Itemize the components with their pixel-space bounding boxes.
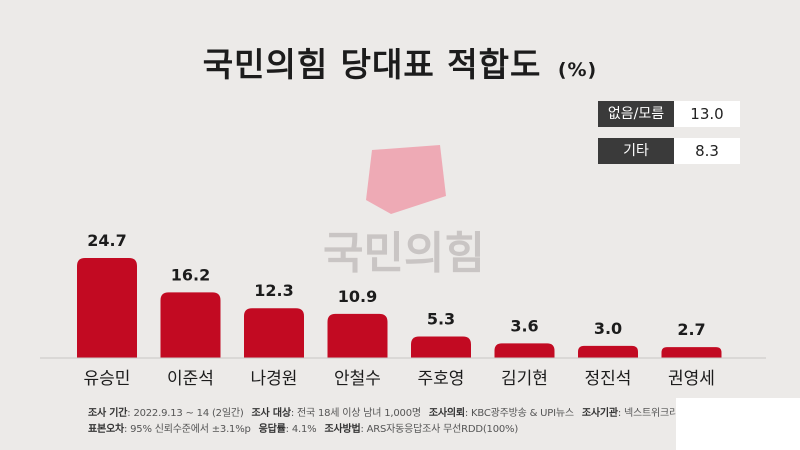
chart-title-unit: (%)	[557, 59, 598, 81]
footnote-value: : 넥스트위크리서	[617, 408, 688, 419]
category-label-8: 권영세	[668, 369, 715, 389]
footnote-label: 응답률	[258, 424, 286, 435]
bar-1	[77, 258, 137, 358]
legend-box-no-answer-value: 13.0	[674, 101, 740, 127]
value-label-4: 10.9	[338, 287, 377, 306]
corner-white-block	[676, 398, 800, 450]
category-label-1: 유승민	[84, 369, 131, 389]
category-label-3: 나경원	[251, 369, 298, 389]
footnote-line-1: 조사 기간: 2022.9.13 ~ 14 (2일간) 조사 대상: 전국 18세…	[88, 404, 687, 419]
footnote-label: 조사의뢰	[428, 408, 465, 419]
bar-5	[411, 336, 471, 358]
value-label-1: 24.7	[87, 231, 126, 250]
bar-4	[327, 313, 388, 358]
party-logo-square-icon	[366, 145, 446, 214]
bar-8	[661, 347, 722, 358]
footnote-label: 조사 기간	[88, 408, 128, 419]
footnote-value: : ARS자동응답조사 무선RDD(100%)	[360, 424, 519, 435]
legend-box-other: 기타 8.3	[598, 138, 740, 164]
bar-7	[578, 345, 638, 358]
legend-box-other-label: 기타	[598, 138, 674, 164]
footnote-label: 조사 대상	[251, 408, 291, 419]
value-label-5: 5.3	[427, 310, 455, 329]
chart-title: 국민의힘 당대표 적합도 (%)	[0, 38, 800, 86]
value-label-8: 2.7	[677, 320, 705, 339]
footnote-line-2: 표본오차: 95% 신뢰수준에서 ±3.1%p 응답률: 4.1% 조사방법: AR…	[88, 420, 518, 435]
bar-group	[77, 258, 722, 358]
legend-box-other-value: 8.3	[674, 138, 740, 164]
legend-box-no-answer-label: 없음/모름	[598, 101, 674, 127]
footnote-value: : 95% 신뢰수준에서 ±3.1%p	[124, 424, 251, 435]
footnote-value: : KBC광주방송 & UPI뉴스	[464, 408, 574, 419]
footnote-label: 표본오차	[88, 424, 124, 435]
category-label-7: 정진석	[585, 369, 632, 389]
bar-6	[494, 343, 555, 358]
footnote-value: : 2022.9.13 ~ 14 (2일간)	[127, 408, 244, 419]
category-label-2: 이준석	[167, 369, 214, 389]
footnote-value: : 전국 18세 이상 남녀 1,000명	[290, 408, 421, 419]
legend-box-no-answer: 없음/모름 13.0	[598, 101, 740, 127]
category-label-6: 김기현	[501, 369, 548, 389]
value-label-2: 16.2	[171, 265, 210, 284]
value-label-group: 24.7 16.2 12.3 10.9 5.3 3.6 3.0 2.7	[87, 231, 705, 339]
chart-title-main: 국민의힘 당대표 적합도	[202, 45, 542, 84]
category-label-5: 주호영	[418, 369, 465, 389]
party-logo-watermark: 국민의힘	[323, 145, 485, 279]
footnote-label: 조사기관	[581, 408, 618, 419]
category-label-group: 유승민 이준석 나경원 안철수 주호영 김기현 정진석 권영세	[84, 369, 715, 389]
footnote-value: : 4.1%	[285, 424, 317, 435]
footnote-label: 조사방법	[324, 424, 361, 435]
value-label-6: 3.6	[510, 316, 538, 335]
category-label-4: 안철수	[334, 369, 381, 389]
value-label-7: 3.0	[594, 319, 622, 338]
bar-2	[160, 292, 221, 358]
bar-3	[244, 308, 304, 358]
value-label-3: 12.3	[254, 281, 293, 300]
party-logo-wordmark: 국민의힘	[323, 228, 485, 279]
